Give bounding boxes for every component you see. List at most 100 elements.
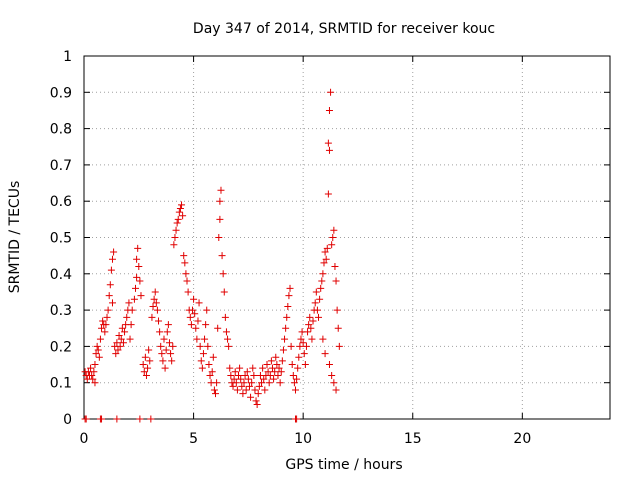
data-point — [243, 368, 251, 376]
data-point — [159, 357, 167, 365]
data-point — [265, 379, 273, 387]
data-point — [306, 313, 314, 321]
data-point — [231, 368, 239, 376]
data-point — [239, 390, 247, 398]
data-point — [132, 284, 140, 292]
x-axis-label: GPS time / hours — [285, 457, 402, 473]
data-point — [302, 342, 310, 350]
data-point — [184, 288, 192, 296]
data-point — [118, 324, 126, 332]
data-point — [89, 375, 97, 383]
data-point — [164, 321, 172, 329]
data-point — [128, 306, 136, 314]
data-point — [187, 321, 195, 329]
data-point — [322, 255, 330, 263]
data-point — [186, 313, 194, 321]
data-point — [82, 415, 90, 423]
data-point — [176, 204, 184, 212]
data-point — [96, 335, 104, 343]
data-point — [99, 317, 107, 325]
data-point — [130, 295, 138, 303]
data-point — [181, 259, 189, 267]
data-point — [278, 357, 286, 365]
data-point — [220, 288, 228, 296]
data-point — [259, 364, 267, 372]
data-point — [208, 368, 216, 376]
x-tick-label: 10 — [294, 431, 312, 447]
data-point — [229, 382, 237, 390]
data-point — [106, 281, 114, 289]
data-point — [155, 317, 163, 325]
data-point — [105, 292, 113, 300]
data-point — [335, 342, 343, 350]
data-point — [325, 106, 333, 114]
data-point — [102, 321, 110, 329]
data-point — [203, 306, 211, 314]
data-point — [173, 219, 181, 227]
data-point — [320, 259, 328, 267]
data-point — [201, 335, 209, 343]
data-point — [300, 350, 308, 358]
data-point — [178, 201, 186, 209]
data-point — [324, 190, 332, 198]
data-point — [180, 252, 188, 260]
data-point — [156, 328, 164, 336]
data-point — [252, 397, 260, 405]
data-point — [297, 335, 305, 343]
data-point — [255, 382, 263, 390]
data-point — [141, 353, 149, 361]
data-point — [140, 368, 148, 376]
data-point — [190, 295, 198, 303]
data-point — [193, 335, 201, 343]
data-point — [299, 339, 307, 347]
data-point — [95, 353, 103, 361]
data-point — [238, 382, 246, 390]
data-point — [170, 241, 178, 249]
data-point — [196, 342, 204, 350]
data-point — [332, 386, 340, 394]
data-point — [191, 310, 199, 318]
data-point — [263, 361, 271, 369]
data-point — [236, 364, 244, 372]
data-point — [133, 255, 141, 263]
data-point — [162, 346, 170, 354]
data-point — [275, 364, 283, 372]
data-point — [104, 306, 112, 314]
data-point — [219, 270, 227, 278]
data-point — [317, 284, 325, 292]
y-tick-label: 0 — [63, 412, 72, 428]
data-point — [161, 364, 169, 372]
data-point — [321, 350, 329, 358]
data-point — [244, 375, 252, 383]
data-point — [101, 328, 109, 336]
x-tick-label: 5 — [189, 431, 198, 447]
data-point — [294, 364, 302, 372]
data-point — [144, 364, 152, 372]
data-point — [254, 390, 262, 398]
x-tick-label: 0 — [80, 431, 89, 447]
data-point — [296, 342, 304, 350]
data-point — [316, 295, 324, 303]
grid — [84, 56, 610, 419]
data-point — [309, 317, 317, 325]
data-point — [216, 197, 224, 205]
data-point — [199, 350, 207, 358]
y-tick-label: 0.3 — [50, 303, 72, 319]
data-point — [108, 299, 116, 307]
data-point — [171, 234, 179, 241]
data-point — [157, 342, 165, 350]
data-point — [245, 382, 253, 390]
data-point — [94, 346, 102, 354]
data-point — [150, 295, 158, 303]
data-point — [152, 299, 160, 307]
data-point — [282, 324, 290, 332]
data-point — [93, 342, 101, 350]
data-point — [235, 371, 243, 379]
data-point — [175, 208, 183, 216]
data-point — [214, 324, 222, 332]
data-point — [169, 342, 177, 350]
data-point — [107, 266, 115, 274]
data-point — [98, 415, 106, 423]
data-point — [113, 339, 121, 347]
data-point — [290, 379, 298, 387]
